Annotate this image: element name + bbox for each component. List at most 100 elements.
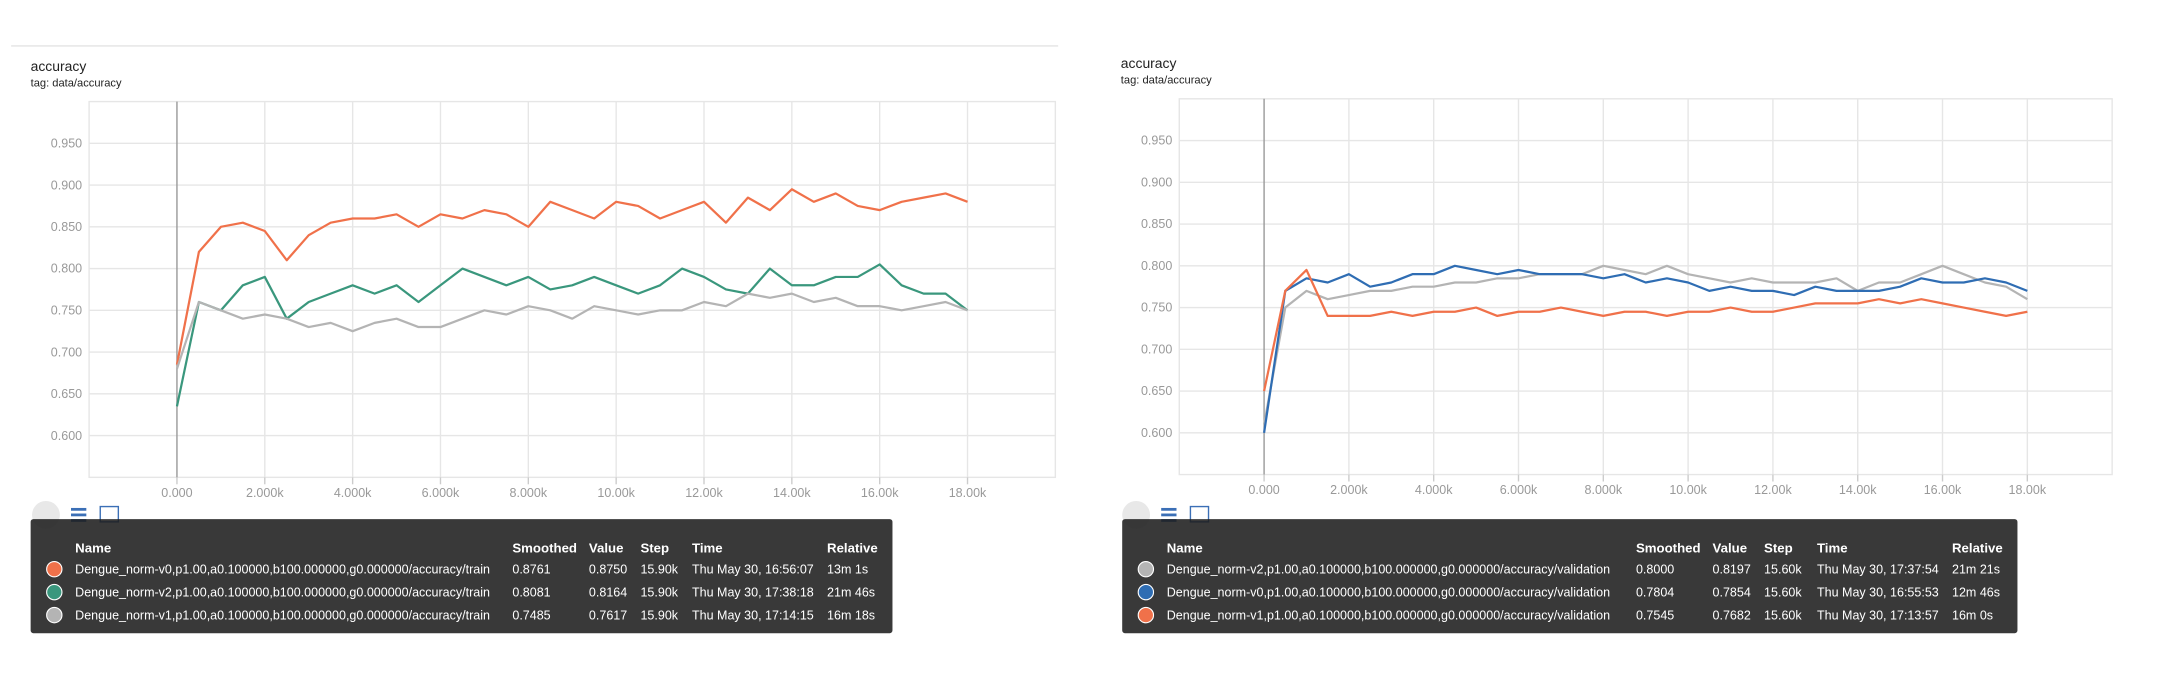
list-icon[interactable]	[1161, 513, 1177, 517]
y-tick-label: 0.950	[1141, 134, 1172, 148]
x-tick-label: 18.00k	[2009, 483, 2047, 497]
series-swatch	[46, 560, 63, 578]
x-tick-label: 14.00k	[1839, 483, 1877, 497]
x-tick-label: 18.00k	[949, 486, 987, 500]
tooltip-background	[30, 519, 893, 634]
tooltip-name: Dengue_norm-v0,p1.00,a0.100000,b100.0000…	[75, 562, 490, 576]
y-tick-label: 0.950	[51, 137, 82, 151]
y-tick-label: 0.850	[1141, 217, 1172, 231]
tooltip: Name Smoothed Value Step Time Relative Dengue_…	[1122, 519, 2018, 634]
tooltip-cell: 0.7682	[1713, 608, 1751, 622]
list-icon[interactable]	[1161, 507, 1177, 511]
x-tick-label: 16.00k	[861, 486, 899, 500]
y-tick-label: 0.800	[1141, 259, 1172, 273]
tooltip-name: Dengue_norm-v0,p1.00,a0.100000,b100.0000…	[1167, 585, 1610, 599]
x-tick-label: 4.000k	[334, 486, 372, 500]
tooltip-header: Smoothed	[1636, 540, 1701, 555]
tooltip-cell: Thu May 30, 17:13:57	[1817, 608, 1939, 622]
tooltip-cell: 0.8750	[589, 562, 627, 576]
y-tick-label: 0.900	[51, 178, 82, 192]
tooltip-cell: 15.60k	[1764, 562, 1802, 576]
list-icon[interactable]	[71, 507, 87, 511]
tooltip-cell: 15.90k	[640, 608, 678, 622]
tooltip-header: Relative	[827, 540, 878, 555]
series-line	[175, 188, 968, 365]
tooltip-cell: 0.8197	[1713, 562, 1751, 576]
tooltip-header: Value	[589, 540, 624, 555]
series-swatch	[46, 583, 63, 601]
tooltip-cell: 15.60k	[1764, 585, 1802, 599]
chart-title: accuracy	[1121, 55, 1177, 71]
tooltip-cell: 0.8081	[512, 585, 550, 599]
tooltip-cell: 16m 18s	[827, 608, 875, 622]
tooltip-cell: Thu May 30, 17:14:15	[692, 608, 814, 622]
x-tick-label: 4.000k	[1415, 483, 1453, 497]
x-tick-label: 8.000k	[1585, 483, 1623, 497]
tooltip-header: Value	[1713, 540, 1748, 555]
tooltip-cell: 16m 0s	[1952, 608, 1993, 622]
series-swatch	[1137, 583, 1155, 601]
tooltip-cell: Thu May 30, 16:56:07	[692, 562, 814, 576]
tooltip-name: Dengue_norm-v2,p1.00,a0.100000,b100.0000…	[1167, 562, 1610, 576]
tooltip-cell: 12m 46s	[1952, 585, 2000, 599]
chart-subtitle: tag: data/accuracy	[31, 77, 122, 89]
x-tick-label: 16.00k	[1924, 483, 1962, 497]
x-tick-label: 2.000k	[1330, 483, 1368, 497]
x-tick-label: 0.000	[161, 486, 192, 500]
tooltip-cell: Thu May 30, 16:55:53	[1817, 585, 1939, 599]
y-tick-label: 0.900	[1141, 175, 1172, 189]
series-swatch	[1137, 560, 1155, 578]
tooltip-name: Dengue_norm-v1,p1.00,a0.100000,b100.0000…	[75, 608, 490, 622]
tooltip-cell: Thu May 30, 17:37:54	[1817, 562, 1939, 576]
tooltip-header: Relative	[1952, 540, 2003, 555]
tooltip-cell: 15.60k	[1764, 608, 1802, 622]
x-tick-label: 12.00k	[685, 486, 723, 500]
tooltip-cell: 21m 46s	[827, 585, 875, 599]
x-tick-label: 6.000k	[1500, 483, 1538, 497]
x-tick-label: 8.000k	[510, 486, 548, 500]
tooltip-header: Smoothed	[512, 540, 577, 555]
chart-subtitle: tag: data/accuracy	[1121, 75, 1212, 87]
tooltip: Name Smoothed Value Step Time Relative Dengue_…	[30, 519, 893, 634]
y-tick-label: 0.800	[51, 262, 82, 276]
x-tick-label: 14.00k	[773, 486, 811, 500]
y-tick-label: 0.750	[1141, 301, 1172, 315]
tooltip-cell: 13m 1s	[827, 562, 868, 576]
tooltip-name: Dengue_norm-v1,p1.00,a0.100000,b100.0000…	[1167, 608, 1610, 622]
list-icon[interactable]	[71, 513, 87, 517]
x-tick-label: 6.000k	[422, 486, 460, 500]
series-swatch	[46, 606, 63, 624]
tooltip-name: Dengue_norm-v2,p1.00,a0.100000,b100.0000…	[75, 585, 490, 599]
chart-title: accuracy	[31, 58, 87, 74]
tooltip-cell: 15.90k	[640, 585, 678, 599]
tooltip-header: Name	[1167, 540, 1203, 555]
tooltip-header: Step	[1764, 540, 1793, 555]
tooltip-cell: 0.7854	[1713, 585, 1751, 599]
x-tick-label: 10.00k	[597, 486, 635, 500]
x-tick-label: 10.00k	[1669, 483, 1707, 497]
tooltip-cell: 0.7804	[1636, 585, 1674, 599]
tooltip-cell: 0.8761	[512, 562, 550, 576]
tooltip-cell: 15.90k	[640, 562, 678, 576]
tooltip-cell: 0.7485	[512, 608, 550, 622]
y-tick-label: 0.650	[1141, 384, 1172, 398]
series-swatch	[1137, 606, 1155, 624]
series-line	[175, 292, 968, 370]
tooltip-header: Time	[1817, 540, 1848, 555]
y-tick-label: 0.700	[1141, 342, 1172, 356]
tooltip-cell: 21m 21s	[1952, 562, 2000, 576]
y-tick-label: 0.850	[51, 220, 82, 234]
y-tick-label: 0.600	[51, 429, 82, 443]
y-tick-label: 0.750	[51, 304, 82, 318]
y-tick-label: 0.700	[51, 345, 82, 359]
plot-frame	[1178, 98, 2113, 476]
tooltip-cell: 0.7545	[1636, 608, 1674, 622]
tooltip-cell: 0.8164	[589, 585, 627, 599]
series-line	[175, 263, 969, 407]
tooltip-cell: Thu May 30, 17:38:18	[692, 585, 814, 599]
tooltip-cell: 0.7617	[589, 608, 627, 622]
x-tick-label: 0.000	[1248, 483, 1279, 497]
tooltip-header: Name	[75, 540, 111, 555]
plot-frame	[88, 100, 1057, 479]
